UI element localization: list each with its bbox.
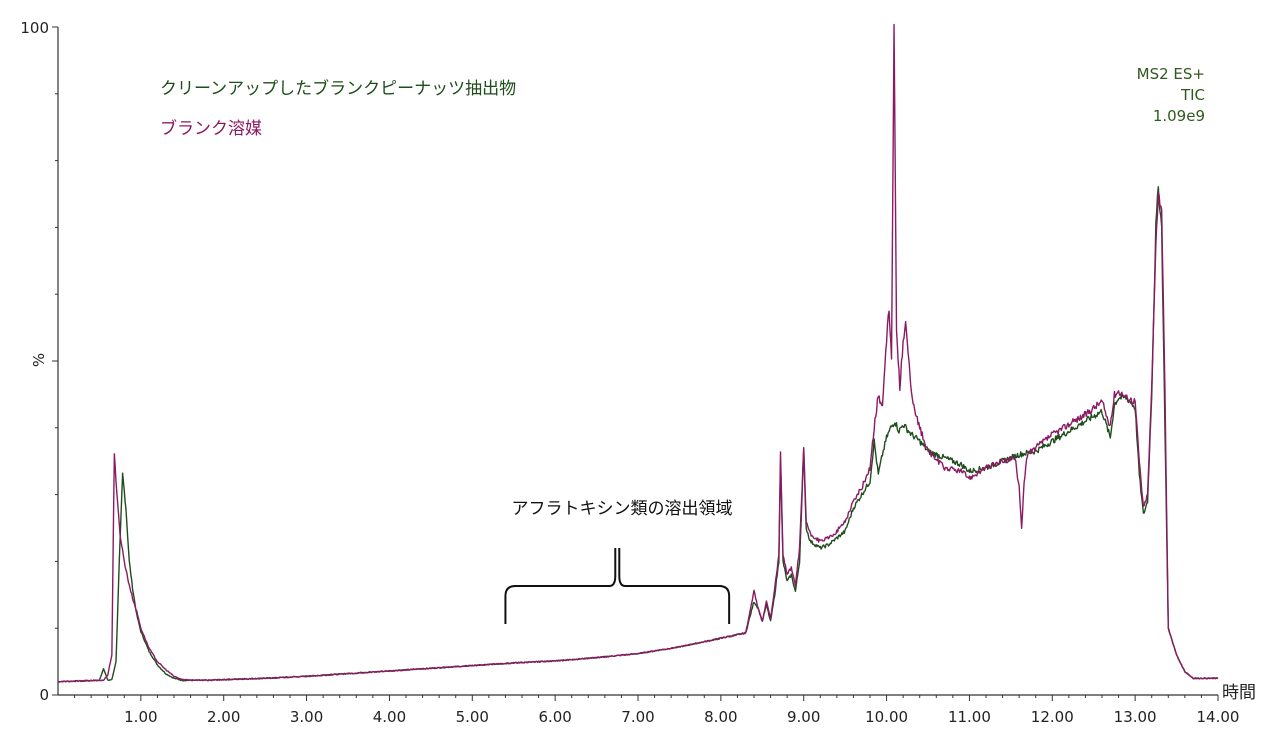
- x-ticks: 1.00 2.00 3.00 4.00 5.00 6.00 7.00 8.00 9.00 10.0…: [74, 695, 1240, 726]
- x-tick-label: 5.00: [456, 708, 489, 726]
- y-axis-label: %: [30, 353, 48, 367]
- x-axis-label: 時間: [1222, 683, 1256, 703]
- x-tick-label: 2.00: [207, 708, 240, 726]
- info-trace-type: TIC: [1180, 86, 1205, 104]
- x-tick-label: 13.00: [1114, 708, 1157, 726]
- legend-entry-blank-solvent: ブランク溶媒: [160, 118, 262, 139]
- x-tick-label: 9.00: [787, 708, 820, 726]
- legend-entry-cleanup-peanut-extract: クリーンアップしたブランクピーナッツ抽出物: [160, 78, 516, 99]
- x-tick-label: 14.00: [1197, 708, 1240, 726]
- x-tick-label: 8.00: [704, 708, 737, 726]
- y-minor-ticks: [52, 26, 58, 696]
- x-tick-label: 7.00: [621, 708, 654, 726]
- elution-region-brace: [504, 548, 731, 624]
- x-tick-label: 1.00: [124, 708, 157, 726]
- info-scan-mode: MS2 ES+: [1137, 65, 1205, 83]
- series-line-blank-solvent: [57, 23, 1219, 683]
- x-tick-label: 10.00: [865, 708, 908, 726]
- elution-region-label: アフラトキシン類の溶出領域: [512, 499, 733, 519]
- y-tick-label-100: 100: [20, 19, 49, 37]
- x-tick-label: 6.00: [538, 708, 571, 726]
- x-tick-label: 12.00: [1031, 708, 1074, 726]
- x-tick-label: 3.00: [290, 708, 323, 726]
- y-tick-label-0: 0: [39, 686, 49, 704]
- x-tick-label: 11.00: [948, 708, 991, 726]
- x-tick-label: 4.00: [373, 708, 406, 726]
- series-line-cleanup-peanut-extract: [57, 186, 1219, 683]
- info-intensity: 1.09e9: [1153, 107, 1205, 125]
